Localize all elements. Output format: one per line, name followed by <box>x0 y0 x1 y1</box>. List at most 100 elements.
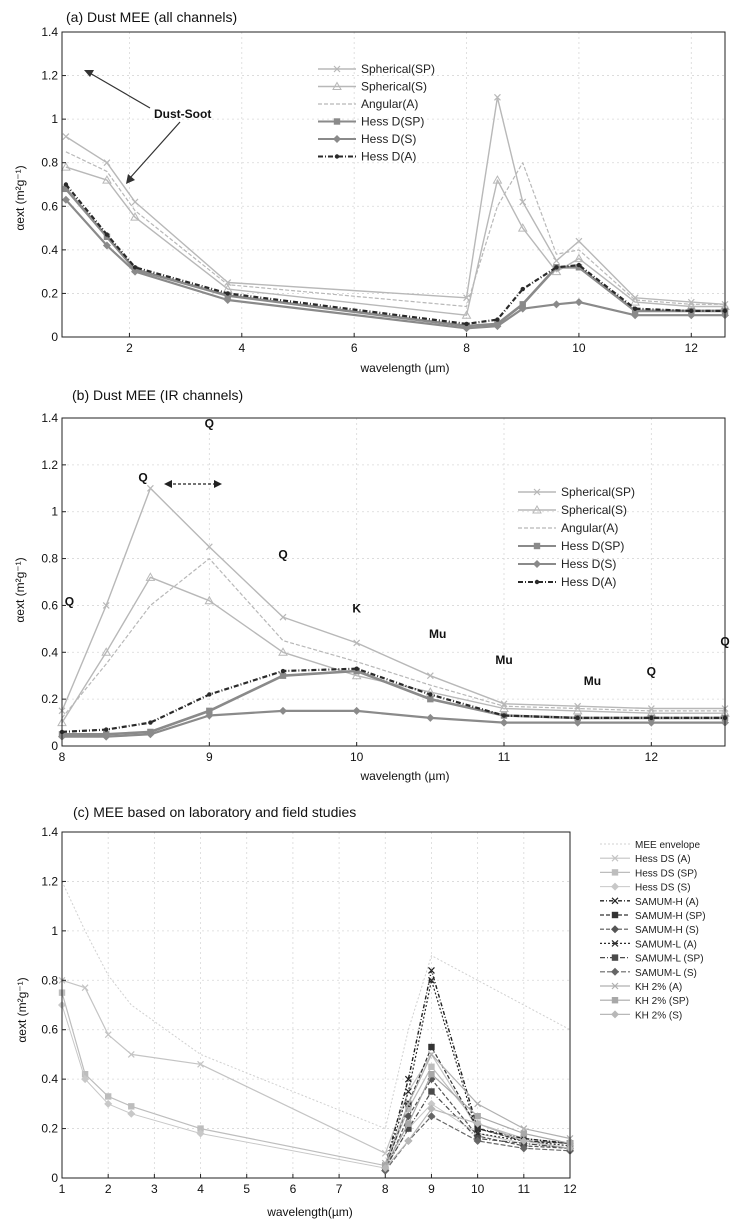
data-point <box>404 1136 413 1145</box>
data-point <box>493 322 502 331</box>
legend-entry: Hess D(SP) <box>518 539 624 553</box>
data-point <box>552 300 561 309</box>
panel-c-series <box>58 881 574 1175</box>
data-point <box>474 1113 481 1120</box>
legend-entry: Hess D(A) <box>518 575 616 589</box>
legend-entry: Hess D(SP) <box>318 115 424 129</box>
data-point <box>102 602 110 609</box>
data-point <box>519 198 527 206</box>
data-point <box>575 715 580 721</box>
legend-entry: SAMUM-H (S) <box>600 925 699 936</box>
series-Angular(A) <box>65 151 725 308</box>
x-tick-label: 11 <box>498 750 511 764</box>
panel-a-xlabel: wavelength (µm) <box>360 361 450 375</box>
series-Hess D(S) <box>61 195 729 333</box>
data-point <box>554 265 559 270</box>
data-point <box>647 718 656 727</box>
y-tick-label: 1.4 <box>41 825 58 839</box>
data-point <box>575 237 583 245</box>
series-line <box>65 96 726 305</box>
data-point <box>102 241 111 250</box>
data-point <box>225 291 230 296</box>
y-tick-label: 0.6 <box>41 199 58 213</box>
y-tick-label: 1.2 <box>41 458 58 472</box>
annotation-label: Q <box>205 416 214 430</box>
data-point <box>61 195 70 204</box>
y-tick-label: 0.8 <box>41 552 58 566</box>
y-tick-label: 0 <box>51 1171 58 1185</box>
data-point <box>131 198 139 206</box>
legend-entry: SAMUM-H (A) <box>600 897 699 908</box>
y-tick-label: 0.8 <box>41 973 58 987</box>
data-point <box>519 1144 528 1153</box>
x-tick-label: 5 <box>243 1182 250 1196</box>
panel-c-xlabel: wavelength(µm) <box>266 1205 353 1219</box>
data-point <box>279 672 287 679</box>
series-line <box>61 881 571 1130</box>
data-point <box>520 286 525 292</box>
data-point <box>426 672 434 680</box>
data-point <box>279 613 287 621</box>
data-point <box>474 1100 482 1108</box>
legend-label: KH 2% (A) <box>635 982 682 993</box>
legend-label: SAMUM-H (SP) <box>635 911 706 922</box>
legend-marker <box>533 488 541 496</box>
dust-soot-annotation: Dust-Soot <box>154 107 211 121</box>
panel-a-title: (a) Dust MEE (all channels) <box>66 9 237 25</box>
y-tick-label: 0.2 <box>41 286 58 300</box>
legend-entry: KH 2% (S) <box>600 1010 682 1021</box>
panel-b-xlabel: wavelength (µm) <box>360 769 450 783</box>
data-point <box>353 639 361 647</box>
data-point <box>405 1105 412 1112</box>
legend-label: Spherical(S) <box>561 503 627 517</box>
data-point <box>427 1104 436 1113</box>
legend-marker <box>611 967 619 976</box>
data-point <box>500 718 508 727</box>
legend-label: Hess D(SP) <box>361 115 424 129</box>
data-point <box>353 667 360 675</box>
annotation-label: Mu <box>495 653 512 667</box>
annotation-label: Q <box>278 548 287 562</box>
x-tick-label: 8 <box>59 750 66 764</box>
data-point <box>494 93 501 101</box>
series-line <box>61 558 725 719</box>
series-line <box>384 1053 571 1164</box>
data-point <box>428 1051 435 1058</box>
legend-entry: Hess D(S) <box>318 132 416 146</box>
data-point <box>462 324 471 333</box>
data-point <box>649 715 654 721</box>
legend-entry: Hess D(S) <box>518 557 616 571</box>
double-arrow <box>164 480 222 488</box>
panel-a: (a) Dust MEE (all channels) wavelength (… <box>13 9 730 375</box>
data-point <box>196 1129 205 1138</box>
legend-marker <box>611 939 619 947</box>
data-point <box>81 1071 89 1078</box>
panel-c-title: (c) MEE based on laboratory and field st… <box>73 804 356 820</box>
legend-label: KH 2% (SP) <box>635 996 689 1007</box>
panel-c-legend: MEE envelope Hess DS (A) Hess DS (SP) Hess … <box>600 840 706 1021</box>
data-point <box>381 1149 389 1157</box>
legend-label: Hess D(SP) <box>561 539 624 553</box>
series-line <box>384 1073 571 1166</box>
x-tick-label: 1 <box>59 1182 66 1196</box>
data-point <box>427 695 434 703</box>
data-point <box>428 966 435 974</box>
data-point <box>495 317 500 322</box>
panel-b: (b) Dust MEE (IR channels) wavelength (µ… <box>13 387 730 783</box>
legend-marker <box>611 954 619 961</box>
panel-b-ylabel: αext (m²g⁻¹) <box>13 557 27 622</box>
data-point <box>404 1088 412 1095</box>
data-point <box>127 1051 135 1058</box>
legend-entry: Hess DS (A) <box>600 854 691 865</box>
data-point <box>62 185 70 193</box>
x-tick-label: 12 <box>563 1182 577 1196</box>
x-tick-label: 8 <box>463 341 470 355</box>
x-tick-label: 10 <box>471 1182 485 1196</box>
legend-marker <box>611 997 619 1004</box>
legend-label: Hess DS (A) <box>635 854 691 865</box>
data-point <box>461 310 472 319</box>
dust-soot-arrows <box>84 70 181 184</box>
legend-label: Hess D(S) <box>561 557 616 571</box>
legend-marker <box>611 869 619 876</box>
data-point <box>473 1136 482 1145</box>
